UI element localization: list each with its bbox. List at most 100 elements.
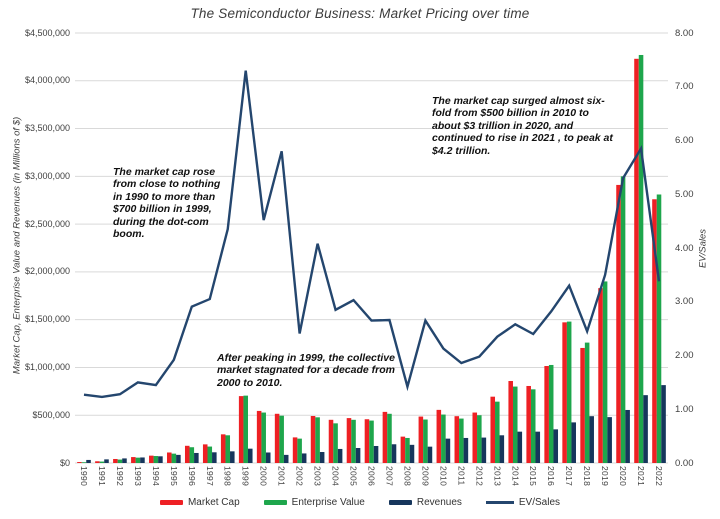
legend-item-revenues: Revenues — [388, 497, 462, 508]
bar-market-cap-2018 — [580, 347, 585, 463]
legend: Market Cap Enterprise Value Revenues EV/Sal… — [0, 497, 720, 508]
bar-market-cap-2008 — [400, 436, 406, 463]
x-tick-label: 2020 — [618, 466, 629, 487]
x-tick-label: 2011 — [456, 466, 467, 486]
bar-market-cap-2007 — [382, 411, 388, 463]
x-tick-label: 1990 — [78, 466, 89, 487]
bar-revenues-2000 — [265, 452, 271, 463]
x-tick-label: 2015 — [528, 466, 539, 487]
x-tick-label: 2005 — [348, 466, 359, 487]
bar-enterprise-value-1992 — [117, 459, 123, 463]
bar-enterprise-value-2016 — [548, 364, 554, 463]
bar-market-cap-2002 — [292, 437, 298, 463]
left-tick-label: $4,000,000 — [24, 75, 70, 86]
bar-enterprise-value-2017 — [566, 321, 572, 463]
right-tick-label: 7.00 — [675, 81, 694, 93]
bar-market-cap-2015 — [526, 385, 531, 463]
bar-enterprise-value-2019 — [602, 281, 608, 463]
bar-enterprise-value-2020 — [620, 176, 626, 463]
bar-market-cap-1999 — [238, 396, 244, 463]
bar-enterprise-value-2013 — [495, 401, 500, 463]
legend-label: EV/Sales — [518, 497, 561, 508]
bar-enterprise-value-1993 — [135, 457, 141, 463]
legend-item-enterprise-value: Enterprise Value — [263, 497, 365, 508]
bar-market-cap-2021 — [634, 58, 639, 464]
bar-revenues-1992 — [122, 458, 127, 463]
bar-revenues-2019 — [607, 417, 612, 463]
bar-revenues-2011 — [463, 437, 469, 463]
x-tick-label: 2021 — [636, 466, 647, 487]
chart-title: The Semiconductor Business: Market Prici… — [190, 6, 530, 21]
bar-revenues-1997 — [212, 452, 217, 463]
left-tick-label: $500,000 — [32, 409, 70, 420]
bar-enterprise-value-2014 — [512, 386, 518, 463]
line-swatch-ev/sales — [485, 501, 514, 504]
plot-area — [75, 32, 668, 464]
x-tick-label: 1998 — [222, 466, 233, 487]
bar-market-cap-1995 — [167, 452, 172, 463]
bar-market-cap-1992 — [113, 458, 118, 463]
bar-market-cap-2019 — [598, 288, 603, 463]
bar-enterprise-value-2015 — [530, 389, 536, 463]
bar-revenues-2015 — [535, 431, 541, 463]
bar-market-cap-1997 — [202, 444, 208, 463]
bar-revenues-2005 — [355, 448, 361, 463]
legend-label: Market Cap — [187, 497, 240, 508]
bar-revenues-2014 — [517, 431, 523, 463]
bar-revenues-1991 — [104, 459, 109, 463]
legend-label: Revenues — [416, 497, 462, 508]
bar-revenues-2010 — [445, 438, 451, 463]
left-tick-label: $3,500,000 — [24, 123, 70, 134]
bar-enterprise-value-1990 — [81, 462, 87, 463]
bar-enterprise-value-1995 — [171, 453, 177, 463]
x-tick-label: 2003 — [312, 466, 323, 487]
x-tick-label: 2016 — [546, 466, 557, 487]
x-tick-label: 2018 — [582, 466, 593, 487]
x-tick-label: 2002 — [294, 466, 305, 487]
bar-swatch-revenues — [388, 500, 412, 505]
bar-enterprise-value-2006 — [369, 420, 374, 463]
x-tick-label: 1995 — [168, 466, 179, 487]
bar-market-cap-1993 — [131, 457, 136, 463]
bar-revenues-1994 — [158, 456, 163, 463]
bar-market-cap-2017 — [562, 322, 567, 463]
bar-revenues-2007 — [391, 444, 397, 463]
bar-enterprise-value-2003 — [315, 417, 320, 463]
bar-revenues-2001 — [283, 454, 289, 463]
right-tick-label: 6.00 — [675, 135, 694, 146]
x-tick-label: 1991 — [96, 466, 107, 487]
bar-market-cap-1991 — [95, 461, 100, 463]
bar-enterprise-value-2002 — [297, 438, 302, 463]
bar-market-cap-2009 — [418, 416, 424, 463]
bar-revenues-1998 — [230, 451, 235, 463]
left-tick-label: $1,000,000 — [24, 361, 70, 372]
bar-market-cap-1990 — [77, 462, 82, 463]
bar-enterprise-value-2000 — [261, 412, 266, 463]
bar-revenues-2018 — [589, 416, 594, 463]
bar-enterprise-value-2009 — [423, 419, 428, 463]
x-tick-label: 2007 — [384, 466, 395, 487]
x-tick-label: 2000 — [258, 466, 269, 487]
bar-enterprise-value-2010 — [441, 414, 446, 463]
bar-enterprise-value-1998 — [225, 435, 231, 463]
bar-revenues-2020 — [625, 409, 630, 463]
x-tick-label: 2012 — [474, 466, 485, 487]
left-tick-label: $3,000,000 — [24, 170, 70, 181]
bar-revenues-2002 — [301, 453, 307, 463]
x-tick-label: 2017 — [564, 466, 575, 487]
bar-revenues-2017 — [571, 422, 576, 463]
bar-market-cap-2016 — [544, 366, 549, 463]
x-tick-label: 2010 — [438, 466, 449, 487]
bar-market-cap-2005 — [346, 418, 352, 463]
x-tick-label: 1996 — [186, 466, 197, 487]
bar-revenues-2022 — [661, 385, 666, 463]
bar-revenues-2006 — [373, 445, 379, 463]
bar-revenues-2021 — [643, 395, 648, 463]
bar-market-cap-2022 — [652, 199, 657, 463]
right-tick-label: 1.00 — [675, 403, 694, 415]
legend-item-market-cap: Market Cap — [159, 497, 240, 508]
bar-revenues-2008 — [409, 444, 415, 463]
left-tick-label: $2,500,000 — [24, 218, 70, 229]
bar-enterprise-value-2008 — [405, 437, 410, 463]
annotation-3: After peaking in 1999, the collective ma… — [217, 352, 395, 389]
